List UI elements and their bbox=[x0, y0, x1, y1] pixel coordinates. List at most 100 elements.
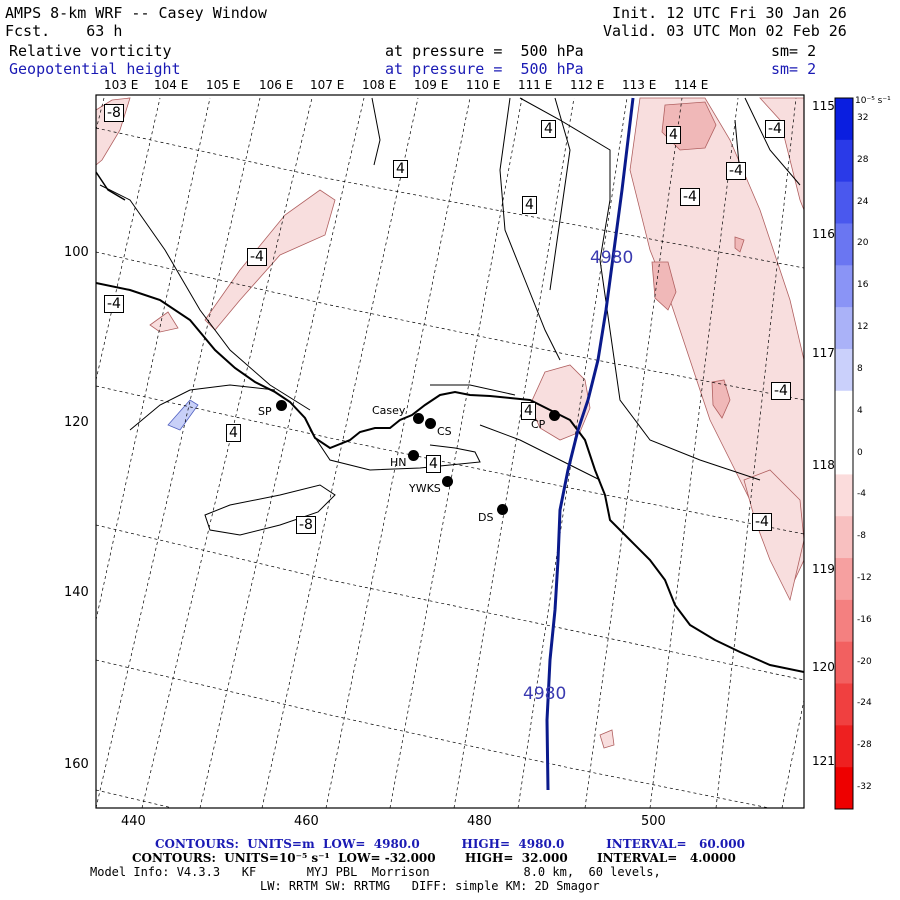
lon-label: 113 E bbox=[622, 78, 657, 92]
vort-core-4 bbox=[734, 236, 745, 253]
vorticity-contour-label: -4 bbox=[771, 382, 791, 400]
field1-name: Relative vorticity bbox=[9, 42, 172, 60]
colorbar-tick-label: 32 bbox=[857, 112, 869, 123]
lon-label: 110 E bbox=[466, 78, 501, 92]
station-label: DS bbox=[478, 511, 494, 524]
y-tick-label: 140 bbox=[64, 585, 89, 600]
vorticity-contour-label: -4 bbox=[765, 120, 785, 138]
latlon-grid bbox=[96, 97, 804, 808]
vorticity-contour-label: 4 bbox=[666, 126, 681, 144]
colorbar-tick-label: 0 bbox=[857, 447, 863, 458]
height-contour-label: 4980 bbox=[590, 248, 634, 268]
station-label: CS bbox=[437, 425, 452, 438]
model-title: AMPS 8-km WRF -- Casey Window bbox=[5, 4, 267, 22]
x-tick-label: 440 bbox=[121, 814, 146, 829]
lon-label-right: 120 E bbox=[812, 660, 847, 674]
field2-smooth: sm= 2 bbox=[771, 60, 817, 78]
lon-label: 106 E bbox=[259, 78, 294, 92]
valid-time: Valid. 03 UTC Mon 02 Feb 26 bbox=[603, 22, 847, 40]
station-label: HN bbox=[390, 456, 407, 469]
vorticity-contour-label: 4 bbox=[521, 402, 536, 420]
height-contour-label: 4980 bbox=[523, 684, 567, 704]
lon-label: 105 E bbox=[206, 78, 241, 92]
station-marker bbox=[425, 418, 436, 429]
vorticity-contour-label: -8 bbox=[104, 104, 124, 122]
field2-level: at pressure = 500 hPa bbox=[385, 60, 584, 78]
vorticity-contour-label: -4 bbox=[726, 162, 746, 180]
station-marker bbox=[442, 476, 453, 487]
colorbar-unit: 10⁻⁵ s⁻¹ bbox=[855, 96, 891, 106]
field2-name: Geopotential height bbox=[9, 60, 181, 78]
init-time: Init. 12 UTC Fri 30 Jan 26 bbox=[612, 4, 847, 22]
colorbar-tick-label: 28 bbox=[857, 154, 869, 165]
x-tick-label: 500 bbox=[641, 814, 666, 829]
lon-label-right: 115 E bbox=[812, 99, 847, 113]
lon-label-right: 118 E bbox=[812, 458, 847, 472]
lon-label: 109 E bbox=[414, 78, 449, 92]
vort-area-small bbox=[149, 311, 179, 333]
station-label: YWKS bbox=[409, 482, 441, 495]
lon-label: 111 E bbox=[518, 78, 553, 92]
vorticity-contour-label: 4 bbox=[393, 160, 408, 178]
coastline bbox=[96, 282, 804, 673]
footer-physics: LW: RRTM SW: RRTMG DIFF: simple KM: 2D S… bbox=[260, 879, 600, 893]
colorbar-tick-label: -4 bbox=[857, 489, 866, 500]
vort-core-3 bbox=[711, 379, 731, 419]
lon-label: 107 E bbox=[310, 78, 345, 92]
vorticity-contour-label: -4 bbox=[104, 295, 124, 313]
vort-core-2 bbox=[651, 261, 677, 311]
vorticity-contour-label: -8 bbox=[296, 516, 316, 534]
map-frame bbox=[95, 94, 805, 809]
station-marker bbox=[408, 450, 419, 461]
station-marker bbox=[497, 504, 508, 515]
lon-label-right: 117 E bbox=[812, 346, 847, 360]
colorbar-tick-label: -24 bbox=[857, 698, 872, 709]
vort-area-tiny bbox=[599, 729, 615, 749]
vorticity-contour-label: 4 bbox=[522, 196, 537, 214]
colorbar-tick-label: -28 bbox=[857, 740, 872, 751]
vort-area-top-right bbox=[759, 97, 804, 211]
station-label: Casey bbox=[372, 404, 406, 417]
coastline-2 bbox=[96, 171, 126, 201]
y-tick-label: 120 bbox=[64, 415, 89, 430]
y-tick-label: 160 bbox=[64, 757, 89, 772]
colorbar-tick-label: 4 bbox=[857, 405, 863, 416]
lon-label-right: 121 E bbox=[812, 754, 847, 768]
field1-smooth: sm= 2 bbox=[771, 42, 817, 60]
footer-height-contours: CONTOURS: UNITS=m LOW= 4980.0 HIGH= 4980… bbox=[155, 837, 745, 851]
lon-label: 114 E bbox=[674, 78, 709, 92]
y-tick-label: 100 bbox=[64, 245, 89, 260]
vorticity-contour-label: 4 bbox=[226, 424, 241, 442]
colorbar-tick-label: 24 bbox=[857, 196, 869, 207]
lon-label-right: 119 E bbox=[812, 562, 847, 576]
colorbar-tick-label: 20 bbox=[857, 238, 869, 249]
footer-vort-contours: CONTOURS: UNITS=10⁻⁵ s⁻¹ LOW= -32.000 HI… bbox=[132, 851, 736, 865]
colorbar-tick-label: -20 bbox=[857, 656, 872, 667]
footer-model-info: Model Info: V4.3.3 KF MYJ PBL Morrison 8… bbox=[90, 865, 661, 879]
colorbar-tick-label: 16 bbox=[857, 280, 869, 291]
lon-label: 104 E bbox=[154, 78, 189, 92]
colorbar-tick-label: 8 bbox=[857, 363, 863, 374]
lon-label-right: 116 E bbox=[812, 227, 847, 241]
colorbar-tick-label: -16 bbox=[857, 614, 872, 625]
colorbar-tick-label: -32 bbox=[857, 782, 872, 793]
lon-label: 108 E bbox=[362, 78, 397, 92]
station-marker bbox=[276, 400, 287, 411]
vorticity-contours bbox=[99, 97, 801, 536]
vorticity-contour-label: -4 bbox=[752, 513, 772, 531]
lon-label: 112 E bbox=[570, 78, 605, 92]
station-label: SP bbox=[258, 405, 272, 418]
colorbar-tick-label: 12 bbox=[857, 322, 869, 333]
station-marker bbox=[549, 410, 560, 421]
x-tick-label: 460 bbox=[294, 814, 319, 829]
forecast-hour: Fcst. 63 h bbox=[5, 22, 123, 40]
height-contour-4980 bbox=[545, 97, 635, 791]
station-marker bbox=[413, 413, 424, 424]
x-tick-label: 480 bbox=[467, 814, 492, 829]
vorticity-contour-label: -4 bbox=[247, 248, 267, 266]
colorbar-tick-label: -8 bbox=[857, 531, 866, 542]
station-label: CP bbox=[531, 418, 546, 431]
vorticity-contour-label: 4 bbox=[426, 455, 441, 473]
vort-area-negative bbox=[167, 399, 199, 431]
